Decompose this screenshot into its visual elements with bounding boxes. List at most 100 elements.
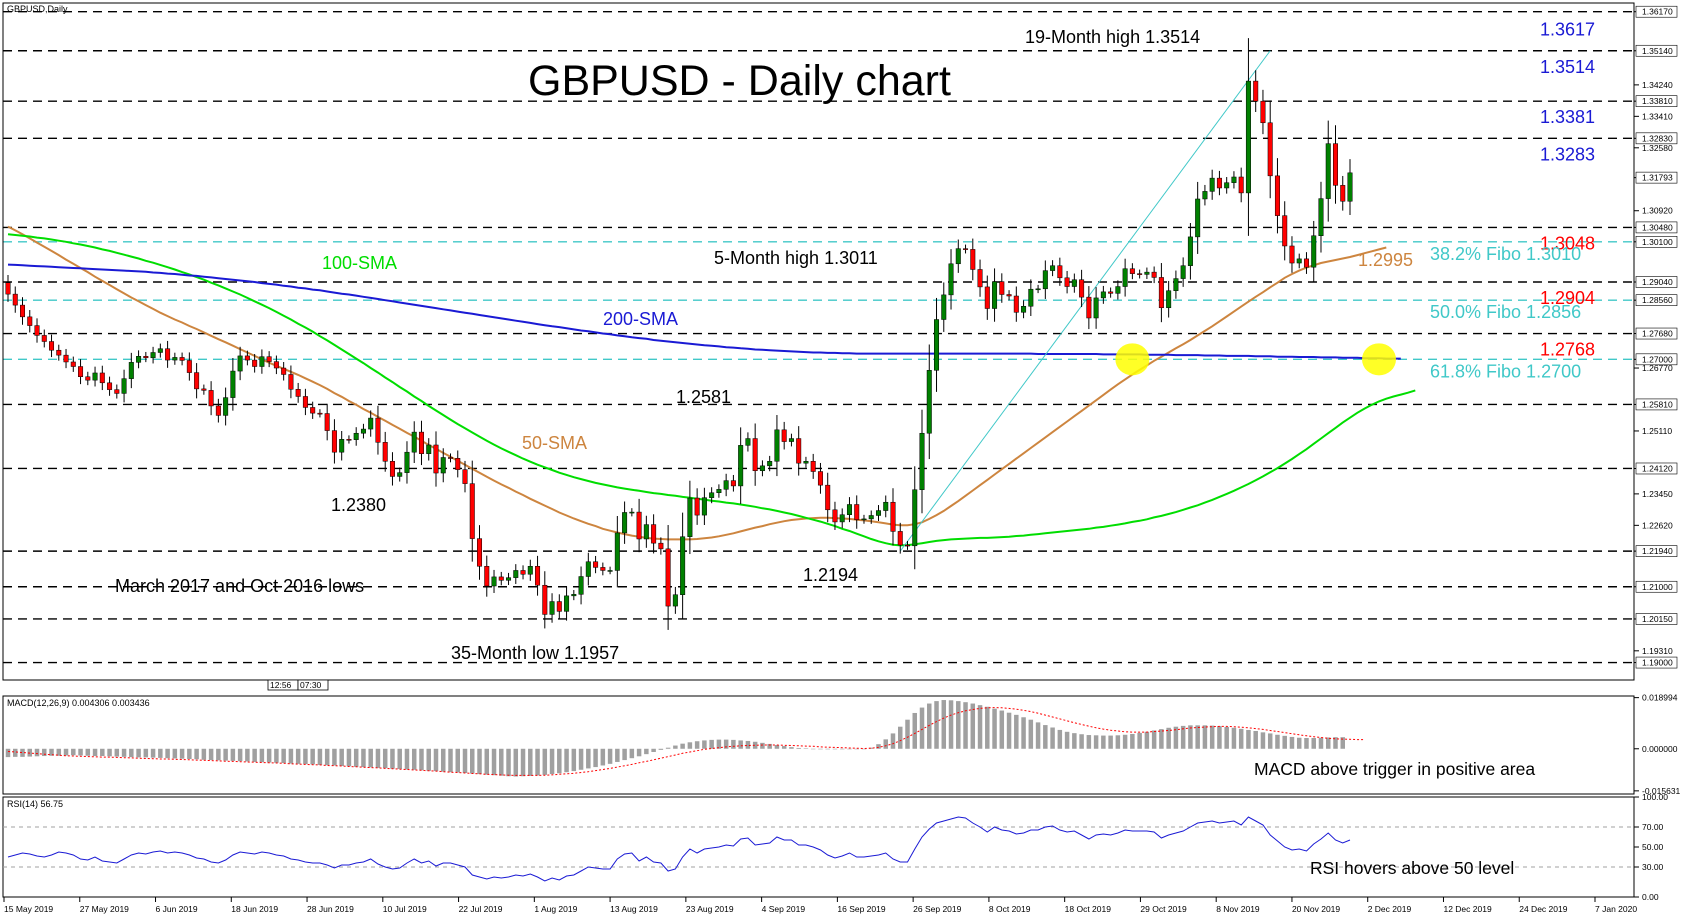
macd-bar	[477, 748, 482, 775]
candle-body	[701, 497, 707, 516]
candle-body	[651, 524, 657, 544]
macd-bar	[847, 748, 852, 750]
macd-bar	[905, 719, 910, 749]
macd-bar	[433, 748, 439, 772]
candle-body	[491, 576, 497, 587]
sma-line	[7, 263, 1401, 360]
macd-bar	[702, 740, 707, 749]
candle-body	[1216, 177, 1222, 189]
macd-bar	[353, 748, 359, 767]
macd-panel: MACD(12,26,9) 0.004306 0.003436 MACD abo…	[2, 693, 1681, 796]
date-tick-label: 7 Jan 2020	[1595, 904, 1637, 914]
date-tick-label: 29 Oct 2019	[1140, 904, 1187, 914]
macd-bar	[172, 748, 178, 759]
candle-body	[672, 594, 678, 607]
price-tick-label: 1.19310	[1642, 646, 1673, 656]
macd-bar	[745, 740, 751, 749]
candle-body	[1289, 245, 1295, 264]
macd-bar	[680, 743, 685, 749]
rsi-tick-label: 70.00	[1642, 822, 1664, 832]
macd-bar	[201, 748, 207, 760]
candle-body	[832, 509, 838, 523]
candle-body	[63, 354, 69, 363]
macd-bar	[1101, 735, 1106, 749]
candle-body	[252, 359, 258, 367]
macd-bar	[165, 748, 170, 759]
macd-bar	[92, 748, 98, 757]
price-tick-label: 1.20150	[1642, 614, 1673, 624]
candle-body	[324, 413, 330, 431]
macd-bar	[607, 748, 613, 764]
annotation-50-sma: 50-SMA	[522, 433, 587, 453]
candle-body	[1151, 271, 1157, 278]
macd-bar	[390, 748, 395, 769]
candle-body	[1325, 143, 1331, 199]
candle-body	[694, 497, 700, 516]
macd-bar	[223, 748, 228, 761]
crosshair-time-box-2	[297, 679, 329, 691]
candle-body	[1021, 305, 1027, 313]
candle-body	[281, 367, 287, 375]
macd-bar	[1289, 736, 1295, 749]
macd-bar	[1173, 726, 1179, 749]
macd-bar	[803, 748, 809, 749]
price-tick-label: 1.32830	[1642, 133, 1673, 143]
macd-bar	[63, 748, 69, 756]
rsi-tick-label: 100.00	[1642, 792, 1668, 802]
macd-bar	[216, 748, 221, 761]
price-axis: 1.36170 1.35140 1.34240 1.33810 1.33410 1.328…	[1634, 5, 1678, 669]
date-tick-label: 13 Aug 2019	[610, 904, 658, 914]
candle-body	[266, 356, 272, 362]
candle-body	[1100, 291, 1106, 299]
macd-bar	[20, 748, 25, 757]
candle-body	[411, 431, 417, 453]
price-tick-box	[1635, 656, 1678, 669]
candle-body	[382, 442, 388, 462]
macd-bar	[651, 748, 656, 752]
price-panel: GBPUSD,Daily GBPUSD - Daily chart 19-Mon…	[2, 2, 1678, 691]
date-tick-label: 8 Nov 2019	[1216, 904, 1260, 914]
macd-bar	[1079, 734, 1084, 749]
macd-bar	[13, 748, 18, 757]
macd-bar	[716, 739, 722, 749]
price-annotations: 19-Month high 1.3514 5-Month high 1.3011…	[115, 27, 1413, 663]
candle-body	[752, 438, 758, 472]
candle-body	[1347, 172, 1353, 202]
candle-body	[846, 504, 852, 515]
macd-bar	[557, 748, 562, 774]
candle-body	[484, 566, 490, 587]
candle-body	[1245, 80, 1251, 194]
date-tick-label: 6 Jun 2019	[156, 904, 198, 914]
macd-bar	[1006, 712, 1012, 749]
candle-body	[759, 465, 765, 472]
macd-bar	[324, 748, 330, 766]
candle-body	[506, 577, 512, 581]
annotation-1-2581: 1.2581	[676, 387, 731, 407]
macd-bar	[1151, 730, 1157, 749]
macd-bar	[462, 748, 468, 773]
candle-body	[346, 439, 352, 441]
macd-bar	[56, 748, 62, 756]
macd-bar	[1043, 725, 1048, 749]
candle-body	[157, 348, 163, 353]
candle-body	[418, 431, 424, 454]
macd-bar	[368, 748, 373, 768]
candle-body	[825, 484, 831, 511]
candle-body	[1050, 265, 1056, 271]
macd-bar	[259, 748, 265, 763]
macd-bar	[281, 748, 286, 764]
macd-bar	[143, 748, 149, 758]
candle-body	[273, 361, 279, 369]
price-tick-label: 1.25810	[1642, 399, 1673, 409]
macd-bar	[1238, 728, 1244, 749]
macd-bar	[5, 748, 11, 758]
candle-body	[244, 355, 250, 361]
candle-body	[977, 269, 983, 288]
price-tick-box	[1635, 276, 1678, 288]
macd-bar	[774, 745, 780, 749]
candle-body	[520, 570, 526, 575]
macd-bar	[977, 705, 983, 749]
candle-body	[1238, 176, 1244, 194]
macd-bar	[629, 748, 635, 759]
candle-body	[121, 378, 127, 394]
